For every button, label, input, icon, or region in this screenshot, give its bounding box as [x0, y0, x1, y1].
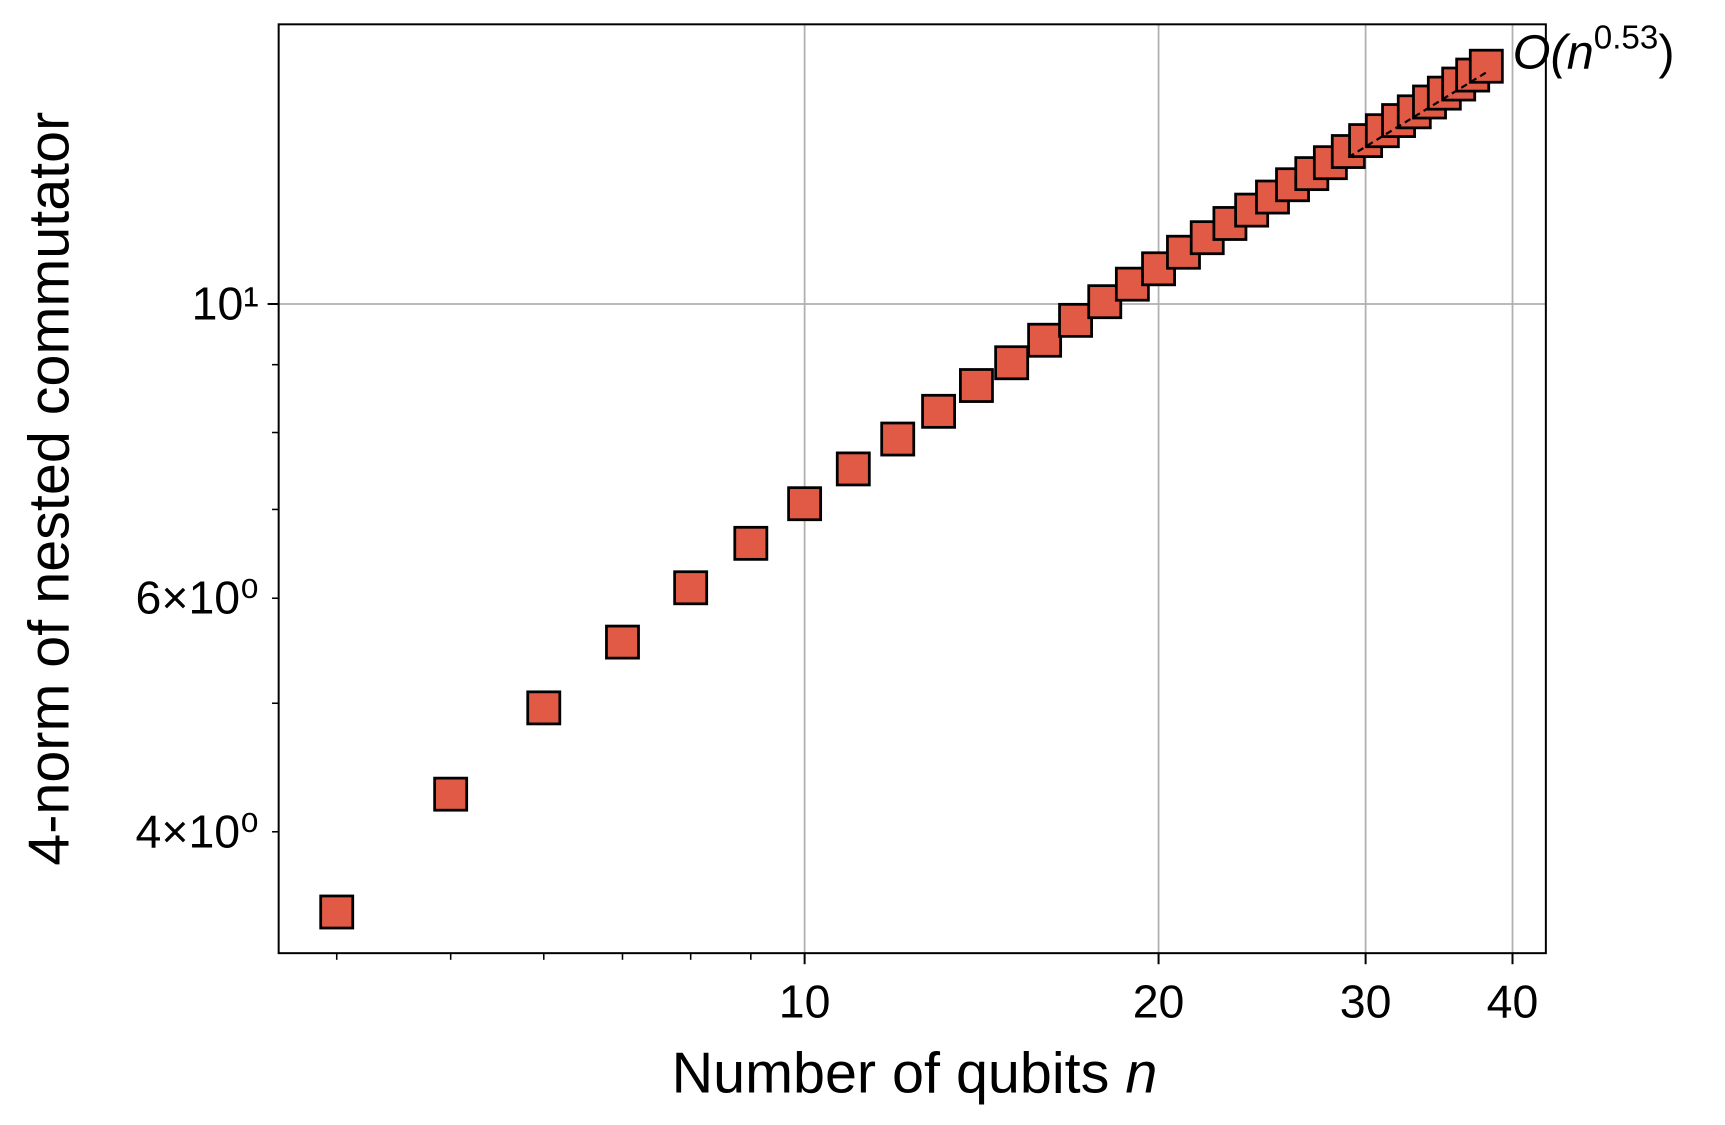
x-axis-label-variable: n [1125, 1041, 1157, 1105]
y-axis-label: 4-norm of nested commutator [18, 112, 82, 866]
point [787, 486, 823, 522]
x-axis-label-text: Number of qubits [672, 1041, 1126, 1105]
point [526, 690, 562, 726]
annotation-base: O(n [1513, 26, 1594, 80]
x-tick-label: 10 [779, 975, 831, 1027]
x-tick-label: 40 [1487, 975, 1539, 1027]
fit-line [1347, 71, 1487, 159]
x-axis-label: Number of qubits n [672, 1041, 1158, 1105]
point [1468, 48, 1504, 84]
point [1058, 302, 1093, 338]
annotation-suffix: ) [1658, 26, 1674, 80]
plot-frame [277, 23, 1547, 955]
point [880, 421, 916, 457]
point [1027, 322, 1063, 358]
y-tick-label: 6×10⁰ [136, 572, 259, 624]
annotation-exponent: 0.53 [1594, 20, 1659, 57]
point [959, 368, 994, 403]
point [921, 393, 957, 429]
point [319, 894, 355, 930]
fit-annotation: O(n0.53) [1513, 20, 1675, 80]
point [994, 345, 1030, 381]
point [605, 624, 640, 660]
y-tick-label: 10¹ [192, 277, 259, 329]
point [733, 525, 769, 561]
point [835, 451, 871, 487]
y-tick-label: 4×10⁰ [136, 805, 259, 857]
point [433, 776, 469, 812]
x-tick-label: 20 [1133, 975, 1185, 1027]
point [673, 570, 709, 606]
x-tick-label: 30 [1340, 975, 1392, 1027]
